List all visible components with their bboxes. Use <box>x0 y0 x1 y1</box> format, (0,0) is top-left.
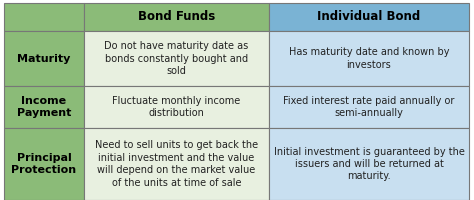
Text: Principal
Protection: Principal Protection <box>11 153 77 175</box>
Bar <box>4 128 84 200</box>
Text: Initial investment is guaranteed by the
issuers and will be returned at
maturity: Initial investment is guaranteed by the … <box>273 147 465 181</box>
Text: Need to sell units to get back the
initial investment and the value
will depend : Need to sell units to get back the initi… <box>95 140 258 188</box>
Bar <box>269 86 469 128</box>
Bar <box>84 31 269 86</box>
Bar <box>269 31 469 86</box>
Bar <box>84 3 269 31</box>
Bar <box>4 31 84 86</box>
Bar <box>4 86 84 128</box>
Text: Do not have maturity date as
bonds constantly bought and
sold: Do not have maturity date as bonds const… <box>104 41 249 76</box>
Bar <box>269 128 469 200</box>
Bar <box>84 128 269 200</box>
Text: Has maturity date and known by
investors: Has maturity date and known by investors <box>289 47 449 70</box>
Text: Fixed interest rate paid annually or
semi-annually: Fixed interest rate paid annually or sem… <box>283 96 455 118</box>
Text: Maturity: Maturity <box>18 53 71 64</box>
Bar <box>84 86 269 128</box>
Text: Fluctuate monthly income
distribution: Fluctuate monthly income distribution <box>112 96 241 118</box>
Text: Bond Funds: Bond Funds <box>138 10 215 23</box>
Text: Income
Payment: Income Payment <box>17 96 71 118</box>
Text: Individual Bond: Individual Bond <box>318 10 420 23</box>
Bar <box>269 3 469 31</box>
Bar <box>4 3 84 31</box>
